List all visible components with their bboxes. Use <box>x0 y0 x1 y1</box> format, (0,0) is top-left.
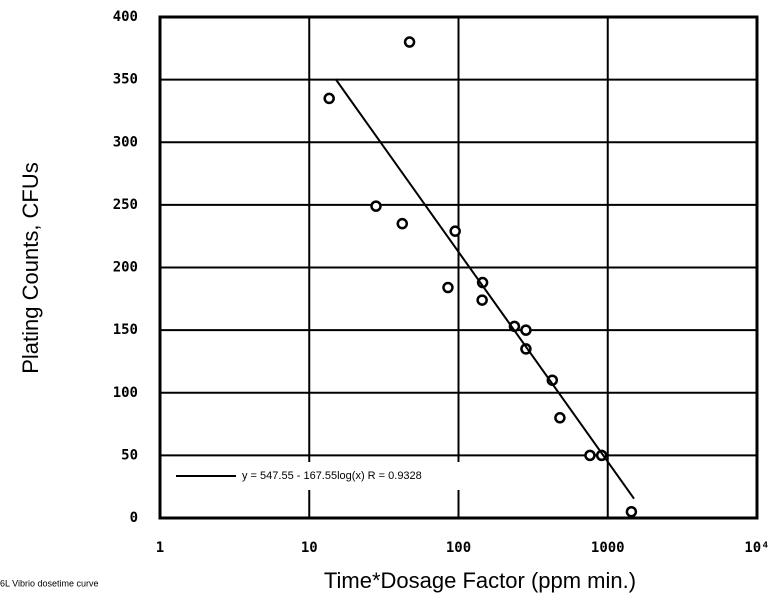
y-tick-label: 0 <box>130 510 138 526</box>
x-tick-label: 10 <box>301 540 318 556</box>
y-tick-label: 400 <box>113 9 138 25</box>
x-tick-label: 100 <box>446 540 471 556</box>
data-point <box>370 200 382 212</box>
x-tick-label: 1 <box>156 540 164 556</box>
data-point <box>625 505 638 518</box>
data-point <box>449 225 461 237</box>
data-point <box>396 217 409 230</box>
data-point <box>403 36 416 48</box>
data-point <box>323 92 335 105</box>
x-axis-title: Time*Dosage Factor (ppm min.) <box>324 568 636 593</box>
data-point <box>584 449 596 462</box>
trend-line <box>334 78 635 500</box>
legend-label: y = 547.55 - 167.55log(x) R = 0.9328 <box>242 470 422 482</box>
data-point <box>554 412 566 424</box>
legend-box <box>166 462 598 490</box>
y-tick-label: 50 <box>121 447 138 463</box>
x-tick-label: 10⁴ <box>744 540 769 556</box>
caption: 6L Vibrio dosetime curve <box>0 578 99 588</box>
y-tick-label: 250 <box>113 197 138 213</box>
data-point <box>442 281 454 294</box>
y-axis-title: Plating Counts, CFUs <box>18 162 43 374</box>
data-point <box>476 294 488 306</box>
data-point <box>520 324 532 336</box>
plot-frame <box>158 15 759 520</box>
y-tick-label: 100 <box>113 385 138 401</box>
x-tick-label: 1000 <box>591 540 625 556</box>
y-tick-label: 200 <box>113 260 138 276</box>
y-tick-label: 350 <box>113 72 138 88</box>
y-tick-label: 150 <box>113 322 138 338</box>
y-tick-label: 300 <box>113 134 138 150</box>
